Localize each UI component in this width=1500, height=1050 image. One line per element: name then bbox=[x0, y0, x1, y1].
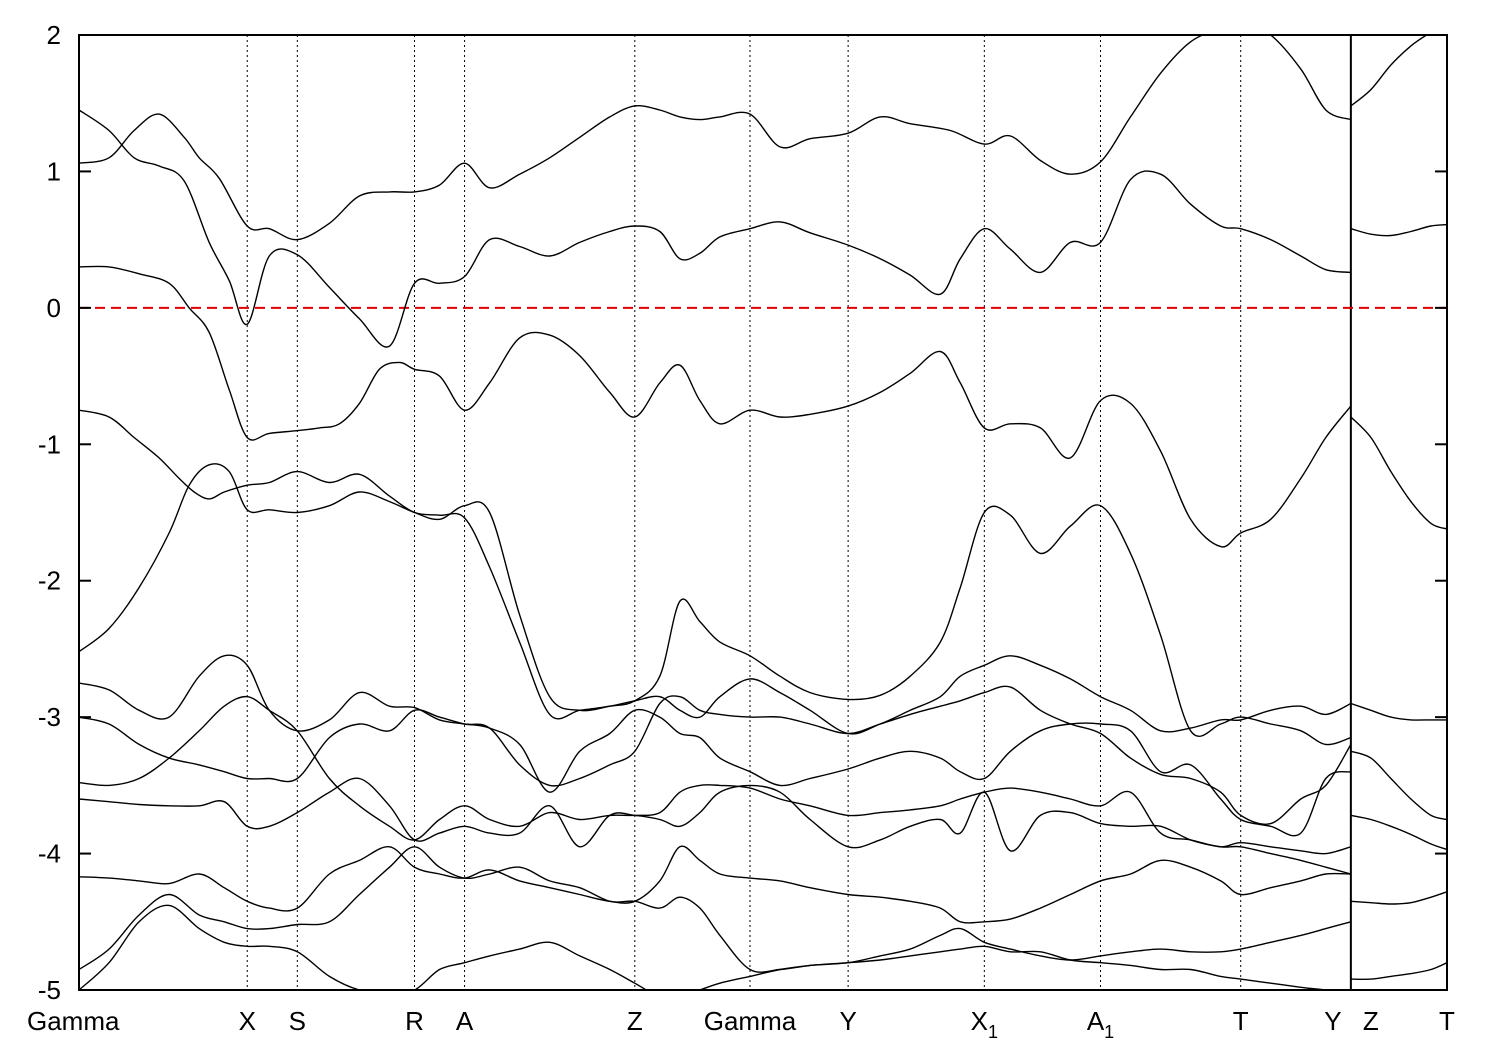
kpoint-label: Z bbox=[1363, 1006, 1379, 1036]
band-curves bbox=[79, 35, 1447, 990]
kpoint-label: S bbox=[289, 1006, 306, 1036]
band-line bbox=[79, 463, 1352, 746]
band-line bbox=[1350, 702, 1447, 721]
y-axis-ticks: -5 -4 -3 -2 -1 0 1 2 bbox=[38, 20, 1447, 1005]
band-line bbox=[79, 109, 1351, 348]
kpoint-label: Z bbox=[627, 1006, 643, 1036]
kpoint-label: A bbox=[456, 1006, 474, 1036]
y-tick-label: 1 bbox=[47, 156, 61, 186]
band-line bbox=[79, 904, 1333, 990]
band-line bbox=[79, 695, 1352, 855]
band-line bbox=[79, 685, 1352, 825]
kpoint-label: Y bbox=[839, 1006, 856, 1036]
band-line bbox=[79, 409, 1352, 735]
band-line bbox=[79, 846, 1352, 973]
band-line bbox=[1350, 223, 1447, 237]
kpoint-label: Y bbox=[1324, 1006, 1341, 1036]
y-tick-label: 0 bbox=[47, 293, 61, 323]
band-line bbox=[79, 265, 1352, 548]
y-tick-label: -3 bbox=[38, 702, 61, 732]
band-line bbox=[1350, 814, 1447, 851]
y-tick-label: -5 bbox=[38, 975, 61, 1005]
kpoint-label: Gamma bbox=[704, 1006, 797, 1036]
y-tick-label: -1 bbox=[38, 429, 61, 459]
kpoint-label: R bbox=[405, 1006, 424, 1036]
band-line bbox=[1350, 962, 1447, 980]
band-line bbox=[1350, 891, 1447, 905]
band-line bbox=[1350, 750, 1447, 821]
band-line bbox=[1350, 416, 1447, 530]
band-line bbox=[79, 654, 1352, 837]
kpoint-label: T bbox=[1233, 1006, 1249, 1036]
symmetry-lines bbox=[246, 35, 1352, 990]
y-tick-label: -4 bbox=[38, 839, 61, 869]
band-line bbox=[1350, 35, 1428, 107]
plot-frame bbox=[78, 34, 1448, 991]
band-line bbox=[79, 777, 1352, 875]
kpoint-label: T bbox=[1439, 1006, 1455, 1036]
band-line bbox=[79, 845, 1351, 924]
y-tick-label: -2 bbox=[38, 566, 61, 596]
band-line bbox=[79, 35, 1352, 241]
y-tick-label: 2 bbox=[47, 20, 61, 50]
kpoint-label: X bbox=[239, 1006, 256, 1036]
kpoint-label: Gamma bbox=[27, 1006, 120, 1036]
